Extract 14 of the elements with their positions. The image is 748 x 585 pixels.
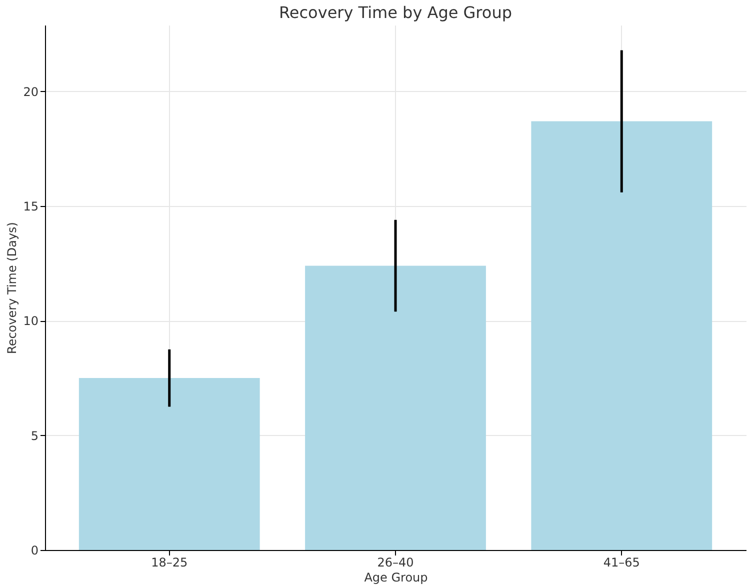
x-axis-title: Age Group	[364, 570, 428, 584]
y-tick-label: 5	[30, 428, 38, 443]
y-axis-title: Recovery Time (Days)	[5, 222, 20, 354]
x-tick-label: 41–65	[603, 556, 640, 570]
x-tick-label: 18–25	[151, 556, 188, 570]
y-tick-label: 20	[23, 84, 38, 99]
x-tick-label: 26–40	[377, 556, 414, 570]
y-tick-label: 10	[23, 314, 38, 328]
y-tick-label: 15	[23, 200, 38, 214]
y-tick-label: 0	[30, 544, 38, 558]
chart-title: Recovery Time by Age Group	[279, 3, 512, 22]
bar	[78, 378, 260, 550]
bar	[305, 266, 486, 550]
bar	[531, 121, 712, 550]
